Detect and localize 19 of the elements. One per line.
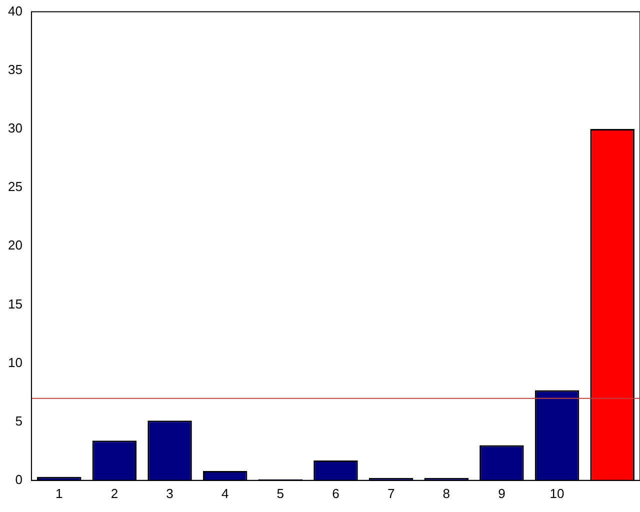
x-tick-label: 6 — [332, 486, 340, 501]
y-tick-label: 25 — [8, 179, 22, 194]
x-tick-label: 10 — [550, 486, 564, 501]
x-tick-label: 7 — [387, 486, 395, 501]
y-tick-label: 15 — [8, 296, 22, 312]
x-tick-label: 4 — [221, 486, 229, 501]
y-tick-label: 0 — [15, 472, 22, 487]
y-tick-label: 5 — [15, 413, 22, 428]
x-tick-label: 5 — [276, 486, 284, 501]
y-tick-label: 10 — [8, 354, 22, 370]
x-tick-label: 3 — [166, 486, 174, 501]
x-tick-label: 8 — [442, 486, 450, 501]
y-tick-label: 35 — [8, 62, 22, 77]
y-tick-label: 40 — [8, 3, 22, 18]
x-tick-label: 1 — [56, 486, 63, 501]
x-tick-label: 2 — [110, 486, 118, 501]
y-tick-label: 30 — [8, 120, 22, 136]
y-tick-label: 20 — [8, 238, 22, 253]
x-tick-label: 9 — [498, 486, 506, 501]
